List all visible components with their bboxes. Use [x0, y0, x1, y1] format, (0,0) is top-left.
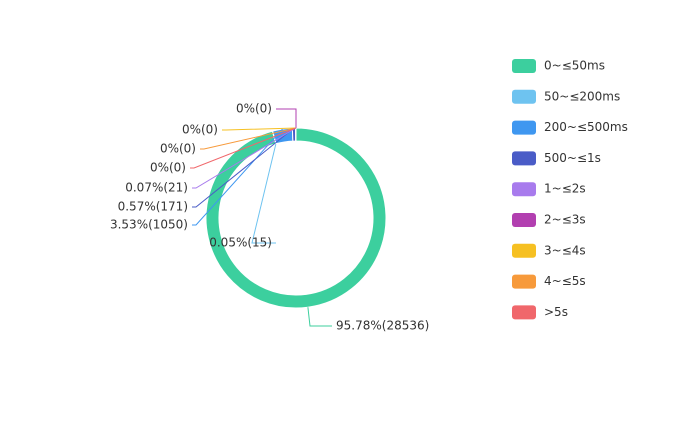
data-label: 0.05%(15): [209, 236, 272, 250]
data-label: 0%(0): [150, 161, 186, 175]
data-label: 0.57%(171): [118, 200, 188, 214]
legend-swatch: [512, 89, 536, 104]
data-label: 0.07%(21): [125, 181, 188, 195]
legend-swatch: [512, 59, 536, 73]
legend-label: 1~≤2s: [544, 182, 586, 196]
leader-line: [222, 127, 297, 131]
legend-label: 200~≤500ms: [544, 120, 628, 134]
legend-swatch: [512, 120, 536, 135]
leader-line: [190, 127, 297, 169]
data-label: 3.53%(1050): [110, 218, 188, 232]
legend-label: 0~≤50ms: [544, 59, 605, 73]
legend-swatch: [512, 151, 536, 166]
legend-label: 500~≤1s: [544, 151, 601, 165]
legend-label: 4~≤5s: [544, 274, 586, 288]
slice: [205, 127, 387, 309]
legend-swatch: [512, 182, 536, 197]
leader-line: [192, 127, 295, 208]
legend-label: 2~≤3s: [544, 213, 586, 227]
data-label: 0%(0): [182, 123, 218, 137]
data-label: 0%(0): [236, 102, 272, 116]
legend-swatch: [512, 305, 536, 320]
legend-label: 3~≤4s: [544, 243, 586, 257]
legend-swatch: [512, 274, 536, 289]
leader-line: [200, 127, 297, 150]
leader-line: [251, 143, 277, 244]
leader-line: [276, 108, 297, 128]
data-label: 0%(0): [160, 142, 196, 156]
data-label: 95.78%(28536): [336, 319, 429, 333]
leader-line: [192, 127, 297, 189]
legend-label: 50~≤200ms: [544, 89, 620, 103]
leader-line: [307, 307, 332, 327]
leader-line: [192, 128, 283, 226]
legend-swatch: [512, 243, 536, 258]
legend-label: >5s: [544, 305, 568, 319]
legend-swatch: [512, 213, 536, 227]
